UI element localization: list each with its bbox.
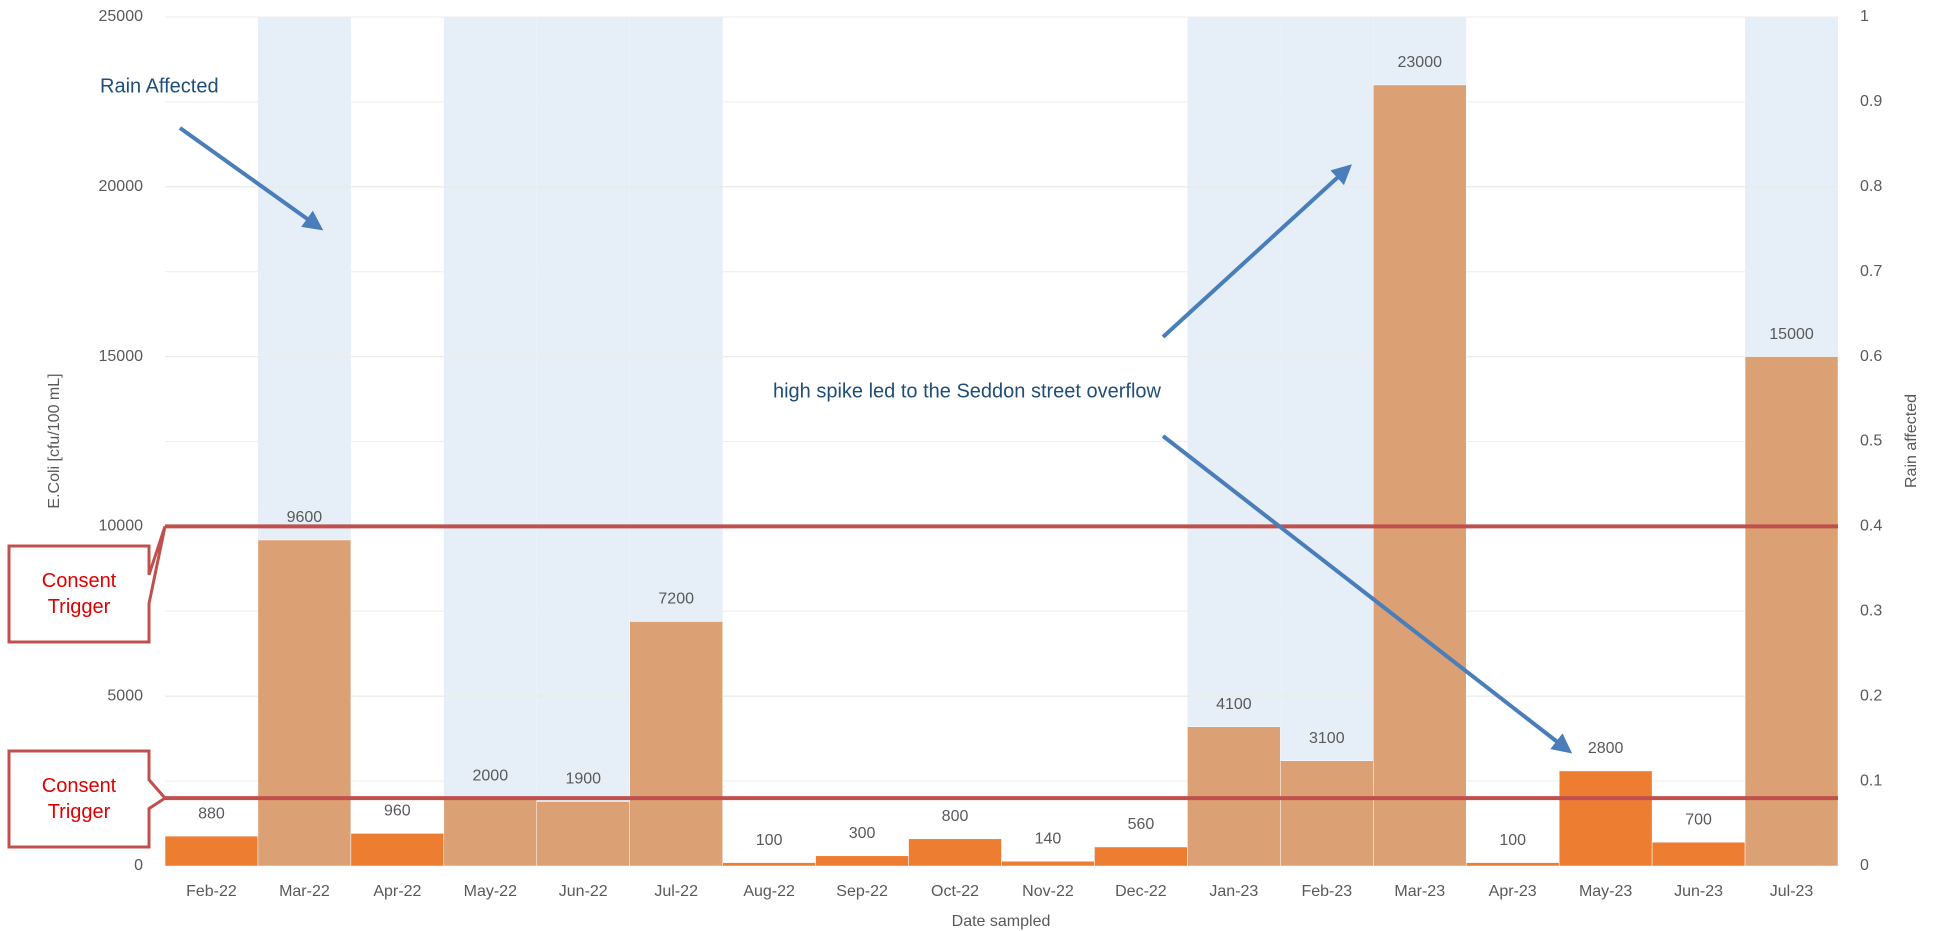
data-label: 2000 [473,767,509,784]
x-tick-label: May-23 [1579,883,1632,900]
data-label: 140 [1035,830,1062,847]
x-tick-label: Apr-22 [373,883,421,900]
callout-box [7,525,167,644]
data-label: 100 [756,832,783,849]
bar [1744,356,1839,867]
arrow [1161,164,1352,339]
y2-tick-label: 0.4 [1860,518,1882,535]
y2-tick-label: 0.2 [1860,687,1882,704]
data-label: 700 [1685,811,1712,828]
x-tick-label: Jul-22 [654,883,698,900]
data-label: 7200 [658,591,694,608]
data-label: 960 [384,803,411,820]
bar [815,855,909,867]
callout-label: Consent Trigger [42,570,117,618]
bar [1465,862,1560,867]
bar [257,539,352,867]
x-tick-label: Aug-22 [743,883,795,900]
bar [443,797,538,867]
data-label: 100 [1499,832,1526,849]
y2-tick-label: 0.5 [1860,433,1882,450]
y-tick-label: 5000 [107,687,143,704]
x-axis-title: Date sampled [952,913,1051,930]
callout-box [7,749,168,849]
y2-tick-label: 0 [1860,857,1869,874]
x-tick-label: Jun-22 [559,883,608,900]
y2-tick-label: 1 [1860,8,1869,25]
x-tick-label: Oct-22 [931,883,979,900]
y2-tick-label: 0.6 [1860,348,1882,365]
data-label: 880 [198,805,225,822]
y2-axis-title: Rain affected [1903,394,1920,488]
y-tick-label: 20000 [99,178,144,195]
data-label: 800 [942,808,969,825]
callout-label: Consent Trigger [42,775,117,823]
x-tick-label: May-22 [464,883,517,900]
grid [165,16,1838,867]
data-label: 23000 [1398,54,1443,71]
y-tick-label: 10000 [99,518,144,535]
bar [164,835,259,867]
bar [1373,84,1467,867]
bar [1001,860,1095,867]
y2-tick-label: 0.7 [1860,263,1882,280]
data-label: 2800 [1588,740,1624,757]
data-label: 1900 [565,771,601,788]
y-axis-title: E.Coli [cfu/100 mL] [46,373,63,508]
bar [722,862,816,867]
y-tick-label: 25000 [99,8,144,25]
bar [1558,770,1653,867]
bar [536,801,630,867]
bar [908,838,1002,867]
x-tick-label: Apr-23 [1489,883,1537,900]
y2-tick-label: 0.9 [1860,93,1882,110]
bar [629,621,723,867]
data-label: 3100 [1309,730,1345,747]
x-tick-label: Mar-22 [279,883,330,900]
y-tick-label: 15000 [99,348,144,365]
y2-tick-label: 0.8 [1860,178,1882,195]
data-label: 9600 [287,509,323,526]
bar [1280,760,1374,867]
bars [164,84,1839,867]
annotation: high spike led to the Seddon street over… [773,380,1162,402]
x-tick-label: Nov-22 [1022,883,1074,900]
data-label: 15000 [1769,326,1814,343]
bar [350,833,445,867]
x-tick-label: Mar-23 [1394,883,1445,900]
x-tick-label: Feb-23 [1301,883,1352,900]
arrow [178,126,324,231]
data-label: 4100 [1216,696,1252,713]
x-tick-label: Jun-23 [1674,883,1723,900]
arrow [1161,434,1573,754]
x-tick-label: Feb-22 [186,883,237,900]
y2-tick-label: 0.1 [1860,772,1882,789]
labels: 0 5000 10000 15000 20000 25000 0 0.1 0.2 0.3 0.4 0.… [99,8,1883,900]
x-tick-label: Jul-23 [1770,883,1814,900]
x-tick-label: Jan-23 [1209,883,1258,900]
bar [1651,841,1746,867]
data-label: 300 [849,825,876,842]
bar [1094,846,1188,867]
x-tick-label: Dec-22 [1115,883,1167,900]
y2-tick-label: 0.3 [1860,603,1882,620]
thresholds: Consent Trigger Consent Trigger [7,524,1838,849]
annotation: Rain Affected [100,75,219,97]
data-label: 560 [1128,816,1155,833]
y-tick-label: 0 [134,857,143,874]
x-tick-label: Sep-22 [836,883,888,900]
